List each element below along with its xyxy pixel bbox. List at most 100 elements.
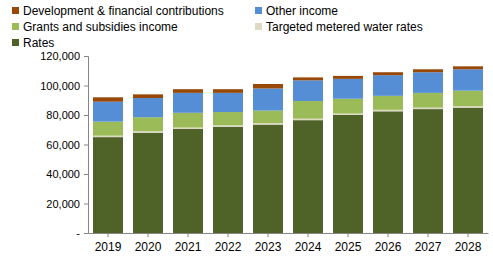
- y-tick: 20,000: [46, 198, 88, 210]
- tick-label: 2022: [215, 240, 242, 254]
- bar: [373, 75, 403, 96]
- bar: [133, 98, 163, 117]
- bar: [133, 94, 163, 98]
- tick-mark: [84, 145, 88, 146]
- tick-label: 120,000: [40, 50, 80, 62]
- tick-mark: [468, 233, 469, 237]
- bar: [93, 137, 123, 233]
- tick-mark: [84, 56, 88, 57]
- bar: [173, 113, 203, 128]
- bar: [213, 127, 243, 233]
- bar: [173, 129, 203, 233]
- y-tick: 100,000: [40, 80, 88, 92]
- bar: [133, 117, 163, 131]
- tick-label: 2019: [95, 240, 122, 254]
- tick-label: 80,000: [46, 109, 80, 121]
- bar: [413, 93, 443, 108]
- series: [93, 66, 483, 101]
- legend-label: Rates: [23, 36, 54, 50]
- bar: [253, 88, 283, 110]
- bar: [173, 89, 203, 93]
- bar: [253, 125, 283, 233]
- bar: [293, 120, 323, 233]
- legend-swatch: [12, 39, 19, 46]
- x-tick: 2022: [215, 233, 242, 254]
- tick-label: 2023: [255, 240, 282, 254]
- x-tick: 2028: [455, 233, 482, 254]
- bar: [453, 66, 483, 69]
- bar: [373, 110, 403, 111]
- bar: [373, 111, 403, 233]
- bar: [453, 108, 483, 233]
- tick-label: 2024: [295, 240, 322, 254]
- y-tick: -: [76, 227, 88, 239]
- series: [93, 69, 483, 121]
- x-tick: 2020: [135, 233, 162, 254]
- y-tick: 120,000: [40, 50, 88, 62]
- tick-mark: [268, 233, 269, 237]
- y-tick: 80,000: [46, 109, 88, 121]
- bar: [333, 115, 363, 233]
- series: [93, 108, 483, 233]
- bar: [93, 136, 123, 137]
- tick-label: 2021: [175, 240, 202, 254]
- tick-mark: [308, 233, 309, 237]
- bar: [333, 76, 363, 79]
- bar: [453, 106, 483, 107]
- bar: [373, 72, 403, 75]
- axis-line: [84, 57, 89, 234]
- bar: [93, 102, 123, 122]
- x-tick: 2024: [295, 233, 322, 254]
- tick-label: 2026: [375, 240, 402, 254]
- tick-label: 2027: [415, 240, 442, 254]
- bar: [333, 99, 363, 114]
- tick-mark: [108, 233, 109, 237]
- y-tick: 60,000: [46, 139, 88, 151]
- legend-item: Targeted metered water rates: [255, 20, 423, 34]
- bar: [253, 84, 283, 88]
- bar: [133, 133, 163, 233]
- tick-mark: [188, 233, 189, 237]
- tick-label: 40,000: [46, 168, 80, 180]
- bar: [93, 122, 123, 136]
- tick-mark: [84, 204, 88, 205]
- legend-item: Development & financial contributions: [12, 4, 224, 18]
- tick-mark: [84, 115, 88, 116]
- legend-item: Grants and subsidies income: [12, 20, 178, 34]
- bar: [453, 69, 483, 90]
- tick-label: 2020: [135, 240, 162, 254]
- x-axis: 2019 2020 2021 2022 2023 2024 2025 2026 2027 2028: [89, 233, 489, 254]
- bar: [253, 123, 283, 124]
- x-tick: 2023: [255, 233, 282, 254]
- bar: [173, 128, 203, 129]
- tick-label: -: [76, 227, 80, 239]
- x-tick: 2027: [415, 233, 442, 254]
- x-tick: 2025: [335, 233, 362, 254]
- x-tick: 2019: [95, 233, 122, 254]
- bar: [293, 119, 323, 120]
- bar: [413, 109, 443, 233]
- legend-item: Other income: [255, 4, 338, 18]
- bar: [213, 93, 243, 112]
- bar: [293, 101, 323, 119]
- tick-label: 2028: [455, 240, 482, 254]
- legend: Development & financial contributions Oth…: [12, 4, 423, 50]
- bars: [93, 66, 483, 233]
- chart: - 20,000 40,000 60,000 80,000 100,000 120,000 2…: [0, 0, 493, 273]
- bar: [93, 97, 123, 101]
- x-tick: 2026: [375, 233, 402, 254]
- legend-swatch: [12, 23, 19, 30]
- bar: [333, 79, 363, 99]
- bar: [453, 91, 483, 106]
- legend-item: Rates: [12, 36, 54, 50]
- y-tick: 40,000: [46, 168, 88, 180]
- legend-swatch: [255, 23, 262, 30]
- tick-label: 2025: [335, 240, 362, 254]
- bar: [213, 125, 243, 126]
- tick-mark: [148, 233, 149, 237]
- y-axis: - 20,000 40,000 60,000 80,000 100,000 120,000: [40, 50, 88, 239]
- tick-label: 20,000: [46, 198, 80, 210]
- tick-mark: [428, 233, 429, 237]
- legend-label: Development & financial contributions: [23, 4, 224, 18]
- bar: [213, 112, 243, 125]
